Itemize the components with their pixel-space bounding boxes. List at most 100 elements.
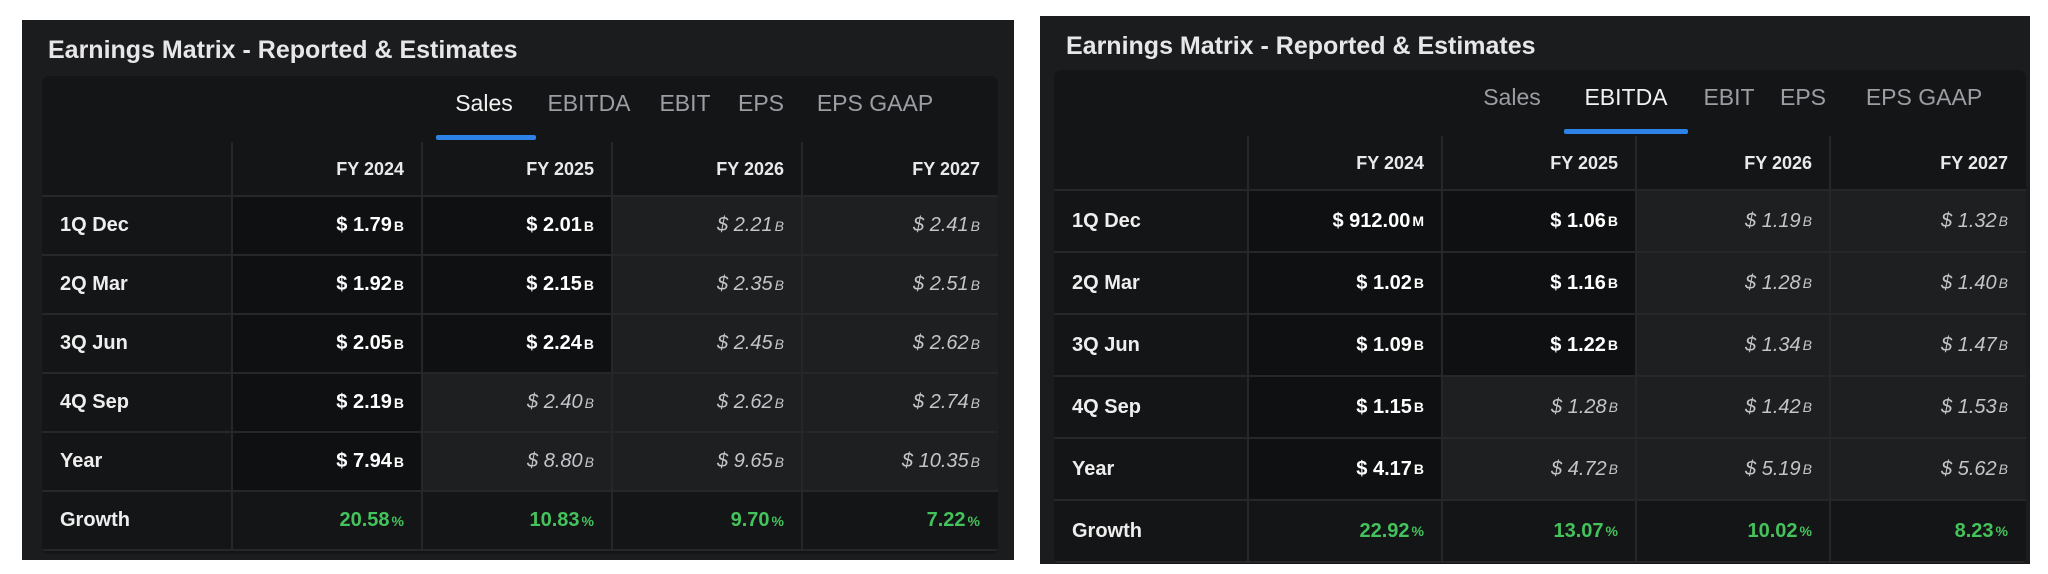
cell-value: $ 5.19 bbox=[1745, 457, 1801, 480]
cell-unit: B bbox=[1607, 275, 1618, 291]
tab-ebit[interactable]: EBIT bbox=[1703, 84, 1755, 110]
table-cell: $ 1.53 B bbox=[1830, 376, 2026, 438]
cell-value: 22.92 bbox=[1359, 519, 1410, 542]
table-cell: $ 912.00 M bbox=[1248, 190, 1442, 252]
cell-unit: B bbox=[774, 217, 784, 234]
column-header: FY 2026 bbox=[716, 158, 784, 179]
cell-value: $ 2.19 bbox=[336, 391, 392, 413]
table-cell: 7.22% bbox=[802, 491, 998, 550]
table-cell: $ 1.34 B bbox=[1636, 314, 1830, 376]
cell-value: $ 2.35 bbox=[717, 273, 773, 295]
table-cell: $ 2.24 B bbox=[422, 314, 612, 373]
cell-unit: B bbox=[1413, 275, 1424, 291]
cell-unit: B bbox=[970, 453, 980, 470]
cell-unit: % bbox=[1995, 523, 2008, 539]
cell-value: $ 2.41 bbox=[913, 214, 969, 236]
table-cell: $ 10.35 B bbox=[802, 432, 998, 491]
table-cell: $ 1.32 B bbox=[1830, 190, 2026, 252]
row-label: Growth bbox=[60, 509, 130, 531]
cell-unit: B bbox=[1802, 399, 1812, 415]
cell-unit: B bbox=[1608, 461, 1618, 477]
cell-unit: B bbox=[1608, 399, 1618, 415]
cell-unit: B bbox=[774, 453, 784, 470]
cell-value: $ 9.65 bbox=[717, 450, 773, 472]
cell-value: $ 1.28 bbox=[1551, 395, 1607, 418]
row-divider bbox=[1054, 313, 2026, 315]
cell-unit: M bbox=[1412, 213, 1424, 229]
cell-value: 10.83 bbox=[529, 509, 580, 531]
cell-value: $ 7.94 bbox=[336, 450, 392, 472]
cell-value: $ 1.16 bbox=[1550, 271, 1606, 294]
table-cell: $ 8.80 B bbox=[422, 432, 612, 491]
cell-value: $ 2.24 bbox=[526, 332, 582, 354]
table-cell: $ 2.74 B bbox=[802, 373, 998, 432]
cell-unit: B bbox=[1802, 213, 1812, 229]
cell-value: $ 912.00 bbox=[1332, 209, 1411, 232]
cell-value: $ 1.32 bbox=[1941, 209, 1997, 232]
tab-eps[interactable]: EPS bbox=[1779, 84, 1827, 110]
cell-unit: B bbox=[1998, 461, 2008, 477]
table-cell: $ 1.28 B bbox=[1636, 252, 1830, 314]
cell-value: 7.22 bbox=[926, 509, 966, 531]
row-label: Year bbox=[1072, 457, 1115, 480]
table-cell: $ 2.45 B bbox=[612, 314, 802, 373]
tab-eps[interactable]: EPS bbox=[737, 90, 785, 116]
tab-ebit[interactable]: EBIT bbox=[659, 90, 711, 116]
table-cell: $ 2.01 B bbox=[422, 196, 612, 255]
cell-unit: % bbox=[1411, 523, 1424, 539]
cell-value: $ 2.21 bbox=[717, 214, 773, 236]
column-divider bbox=[801, 142, 803, 550]
tab-sales[interactable]: Sales bbox=[455, 90, 513, 116]
cell-unit: B bbox=[1413, 337, 1424, 353]
tab-eps-gaap[interactable]: EPS GAAP bbox=[1865, 84, 1983, 110]
row-label: 3Q Jun bbox=[1072, 333, 1140, 356]
cell-value: $ 4.72 bbox=[1551, 457, 1607, 480]
row-divider bbox=[1054, 251, 2026, 253]
row-label: 1Q Dec bbox=[60, 214, 129, 236]
table-cell: $ 1.02 B bbox=[1248, 252, 1442, 314]
cell-value: $ 1.22 bbox=[1550, 333, 1606, 356]
tab-sales[interactable]: Sales bbox=[1483, 84, 1541, 110]
table-cell: $ 2.41 B bbox=[802, 196, 998, 255]
table-cell: 8.23% bbox=[1830, 500, 2026, 562]
table-cell: $ 1.16 B bbox=[1442, 252, 1636, 314]
panel-title: Earnings Matrix - Reported & Estimates bbox=[1066, 32, 1536, 60]
tab-ebitda[interactable]: EBITDA bbox=[1584, 84, 1668, 110]
cell-unit: B bbox=[584, 453, 594, 470]
table-cell: $ 2.35 B bbox=[612, 255, 802, 314]
earnings-matrix-card: Sales EBITDA EBIT EPS EPS GAAP FY 2024 FY… bbox=[1054, 70, 2026, 564]
cell-unit: B bbox=[1607, 337, 1618, 353]
tab-ebitda[interactable]: EBITDA bbox=[547, 90, 631, 116]
table-cell: 10.83% bbox=[422, 491, 612, 550]
column-divider bbox=[231, 142, 233, 550]
cell-unit: B bbox=[970, 335, 980, 352]
metric-tabs: Sales EBITDA EBIT EPS EPS GAAP bbox=[1054, 70, 2026, 134]
table-cell: $ 1.40 B bbox=[1830, 252, 2026, 314]
cell-unit: B bbox=[774, 394, 784, 411]
cell-value: $ 1.42 bbox=[1745, 395, 1801, 418]
cell-unit: B bbox=[1998, 213, 2008, 229]
cell-unit: B bbox=[1998, 337, 2008, 353]
cell-value: $ 1.92 bbox=[336, 273, 392, 295]
table-cell: $ 1.22 B bbox=[1442, 314, 1636, 376]
cell-unit: B bbox=[970, 394, 980, 411]
cell-value: $ 1.19 bbox=[1745, 209, 1801, 232]
cell-unit: B bbox=[583, 276, 594, 293]
cell-value: $ 2.01 bbox=[526, 214, 582, 236]
row-divider bbox=[1054, 561, 2026, 563]
table-cell: 22.92% bbox=[1248, 500, 1442, 562]
cell-unit: B bbox=[1413, 461, 1424, 477]
cell-unit: B bbox=[774, 335, 784, 352]
table-cell: $ 2.40 B bbox=[422, 373, 612, 432]
earnings-matrix-card: Sales EBITDA EBIT EPS EPS GAAP FY 2024 FY… bbox=[42, 76, 998, 554]
cell-value: $ 10.35 bbox=[901, 450, 969, 472]
tab-eps-gaap[interactable]: EPS GAAP bbox=[816, 90, 934, 116]
cell-value: $ 2.74 bbox=[913, 391, 969, 413]
column-header: FY 2024 bbox=[336, 158, 404, 179]
row-label: 4Q Sep bbox=[1072, 395, 1141, 418]
table-cell: $ 2.62 B bbox=[802, 314, 998, 373]
table-cell: $ 4.17 B bbox=[1248, 438, 1442, 500]
cell-unit: B bbox=[1802, 337, 1812, 353]
cell-value: $ 8.80 bbox=[527, 450, 583, 472]
cell-value: $ 1.06 bbox=[1550, 209, 1606, 232]
